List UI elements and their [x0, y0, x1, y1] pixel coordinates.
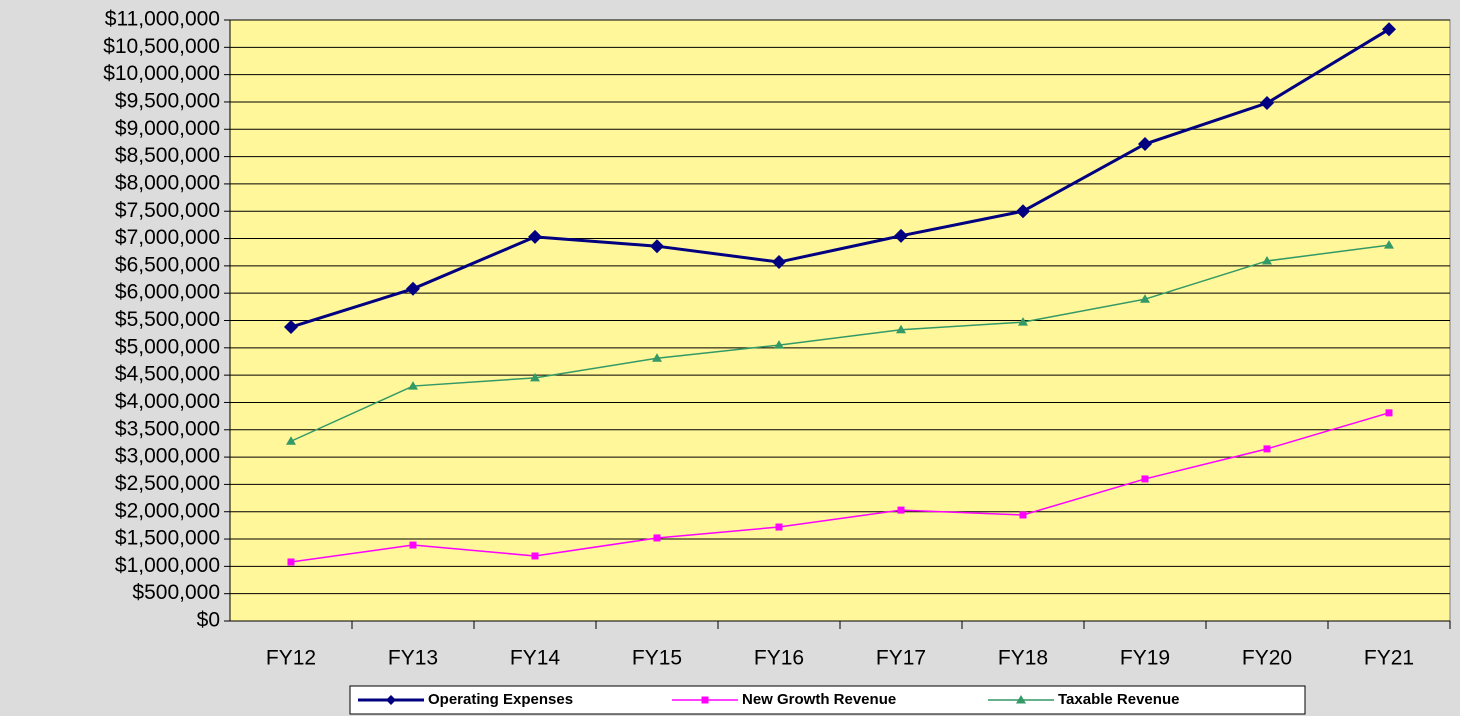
marker: [772, 255, 786, 270]
y-tick-label: $9,500,000: [115, 90, 220, 113]
y-tick-label: $6,000,000: [115, 281, 220, 304]
legend: [349, 685, 1306, 715]
y-tick-label: $0: [197, 609, 220, 632]
marker: [897, 506, 905, 514]
x-tick-label: FY18: [998, 647, 1048, 670]
legend-label: Taxable Revenue: [1058, 691, 1179, 708]
marker: [1016, 695, 1026, 704]
marker: [1138, 137, 1152, 152]
x-tick-label: FY20: [1242, 647, 1292, 670]
legend-label: Operating Expenses: [428, 691, 573, 708]
y-tick-label: $2,000,000: [115, 499, 220, 522]
x-tick-label: FY16: [754, 647, 804, 670]
marker: [406, 281, 420, 296]
y-tick-label: $4,000,000: [115, 390, 220, 413]
y-tick-label: $11,000,000: [105, 8, 220, 31]
marker: [1260, 96, 1274, 111]
marker: [408, 381, 418, 390]
marker: [894, 228, 908, 243]
series-line: [290, 28, 1390, 329]
y-tick-label: $7,000,000: [115, 226, 220, 249]
marker: [775, 523, 783, 531]
x-tick-label: FY21: [1364, 647, 1414, 670]
legend-label: New Growth Revenue: [742, 691, 896, 708]
marker: [653, 534, 661, 542]
marker: [409, 541, 417, 549]
y-tick-label: $8,500,000: [115, 144, 220, 167]
x-tick-label: FY19: [1120, 647, 1170, 670]
y-tick-label: $6,500,000: [115, 253, 220, 276]
y-tick-label: $3,000,000: [115, 445, 220, 468]
y-tick-label: $5,000,000: [115, 335, 220, 358]
x-tick-label: FY13: [388, 647, 438, 670]
series-line: [290, 412, 1390, 563]
marker: [1141, 475, 1149, 483]
marker: [386, 695, 396, 705]
marker: [1385, 409, 1393, 417]
x-tick-label: FY15: [632, 647, 682, 670]
y-tick-label: $7,500,000: [115, 199, 220, 222]
marker: [531, 552, 539, 560]
y-tick-label: $10,500,000: [103, 35, 220, 58]
marker: [1382, 22, 1396, 37]
series-line: [290, 244, 1390, 442]
y-tick-label: $2,500,000: [115, 472, 220, 495]
y-tick-label: $500,000: [132, 581, 220, 604]
x-tick-label: FY17: [876, 647, 926, 670]
marker: [701, 696, 709, 704]
y-tick-label: $9,000,000: [115, 117, 220, 140]
marker: [530, 372, 540, 382]
marker: [1019, 511, 1027, 519]
marker: [284, 320, 298, 335]
marker: [1016, 204, 1030, 219]
marker: [1140, 294, 1150, 303]
y-tick-label: $10,000,000: [103, 62, 220, 85]
marker: [287, 558, 295, 566]
y-tick-label: $1,000,000: [115, 554, 220, 577]
marker: [896, 324, 906, 334]
marker: [1262, 255, 1272, 265]
marker: [1384, 240, 1394, 249]
marker: [286, 436, 296, 445]
marker: [1018, 317, 1028, 326]
y-tick-label: $1,500,000: [115, 527, 220, 550]
y-tick-label: $8,000,000: [115, 171, 220, 194]
x-tick-label: FY14: [510, 647, 561, 670]
marker: [650, 239, 664, 254]
y-tick-label: $4,500,000: [115, 363, 220, 386]
marker: [652, 353, 662, 362]
x-tick-label: FY12: [266, 647, 316, 670]
y-tick-label: $5,500,000: [115, 308, 220, 331]
marker: [528, 229, 542, 244]
y-tick-label: $3,500,000: [115, 417, 220, 440]
marker: [1263, 445, 1271, 453]
marker: [774, 340, 784, 349]
